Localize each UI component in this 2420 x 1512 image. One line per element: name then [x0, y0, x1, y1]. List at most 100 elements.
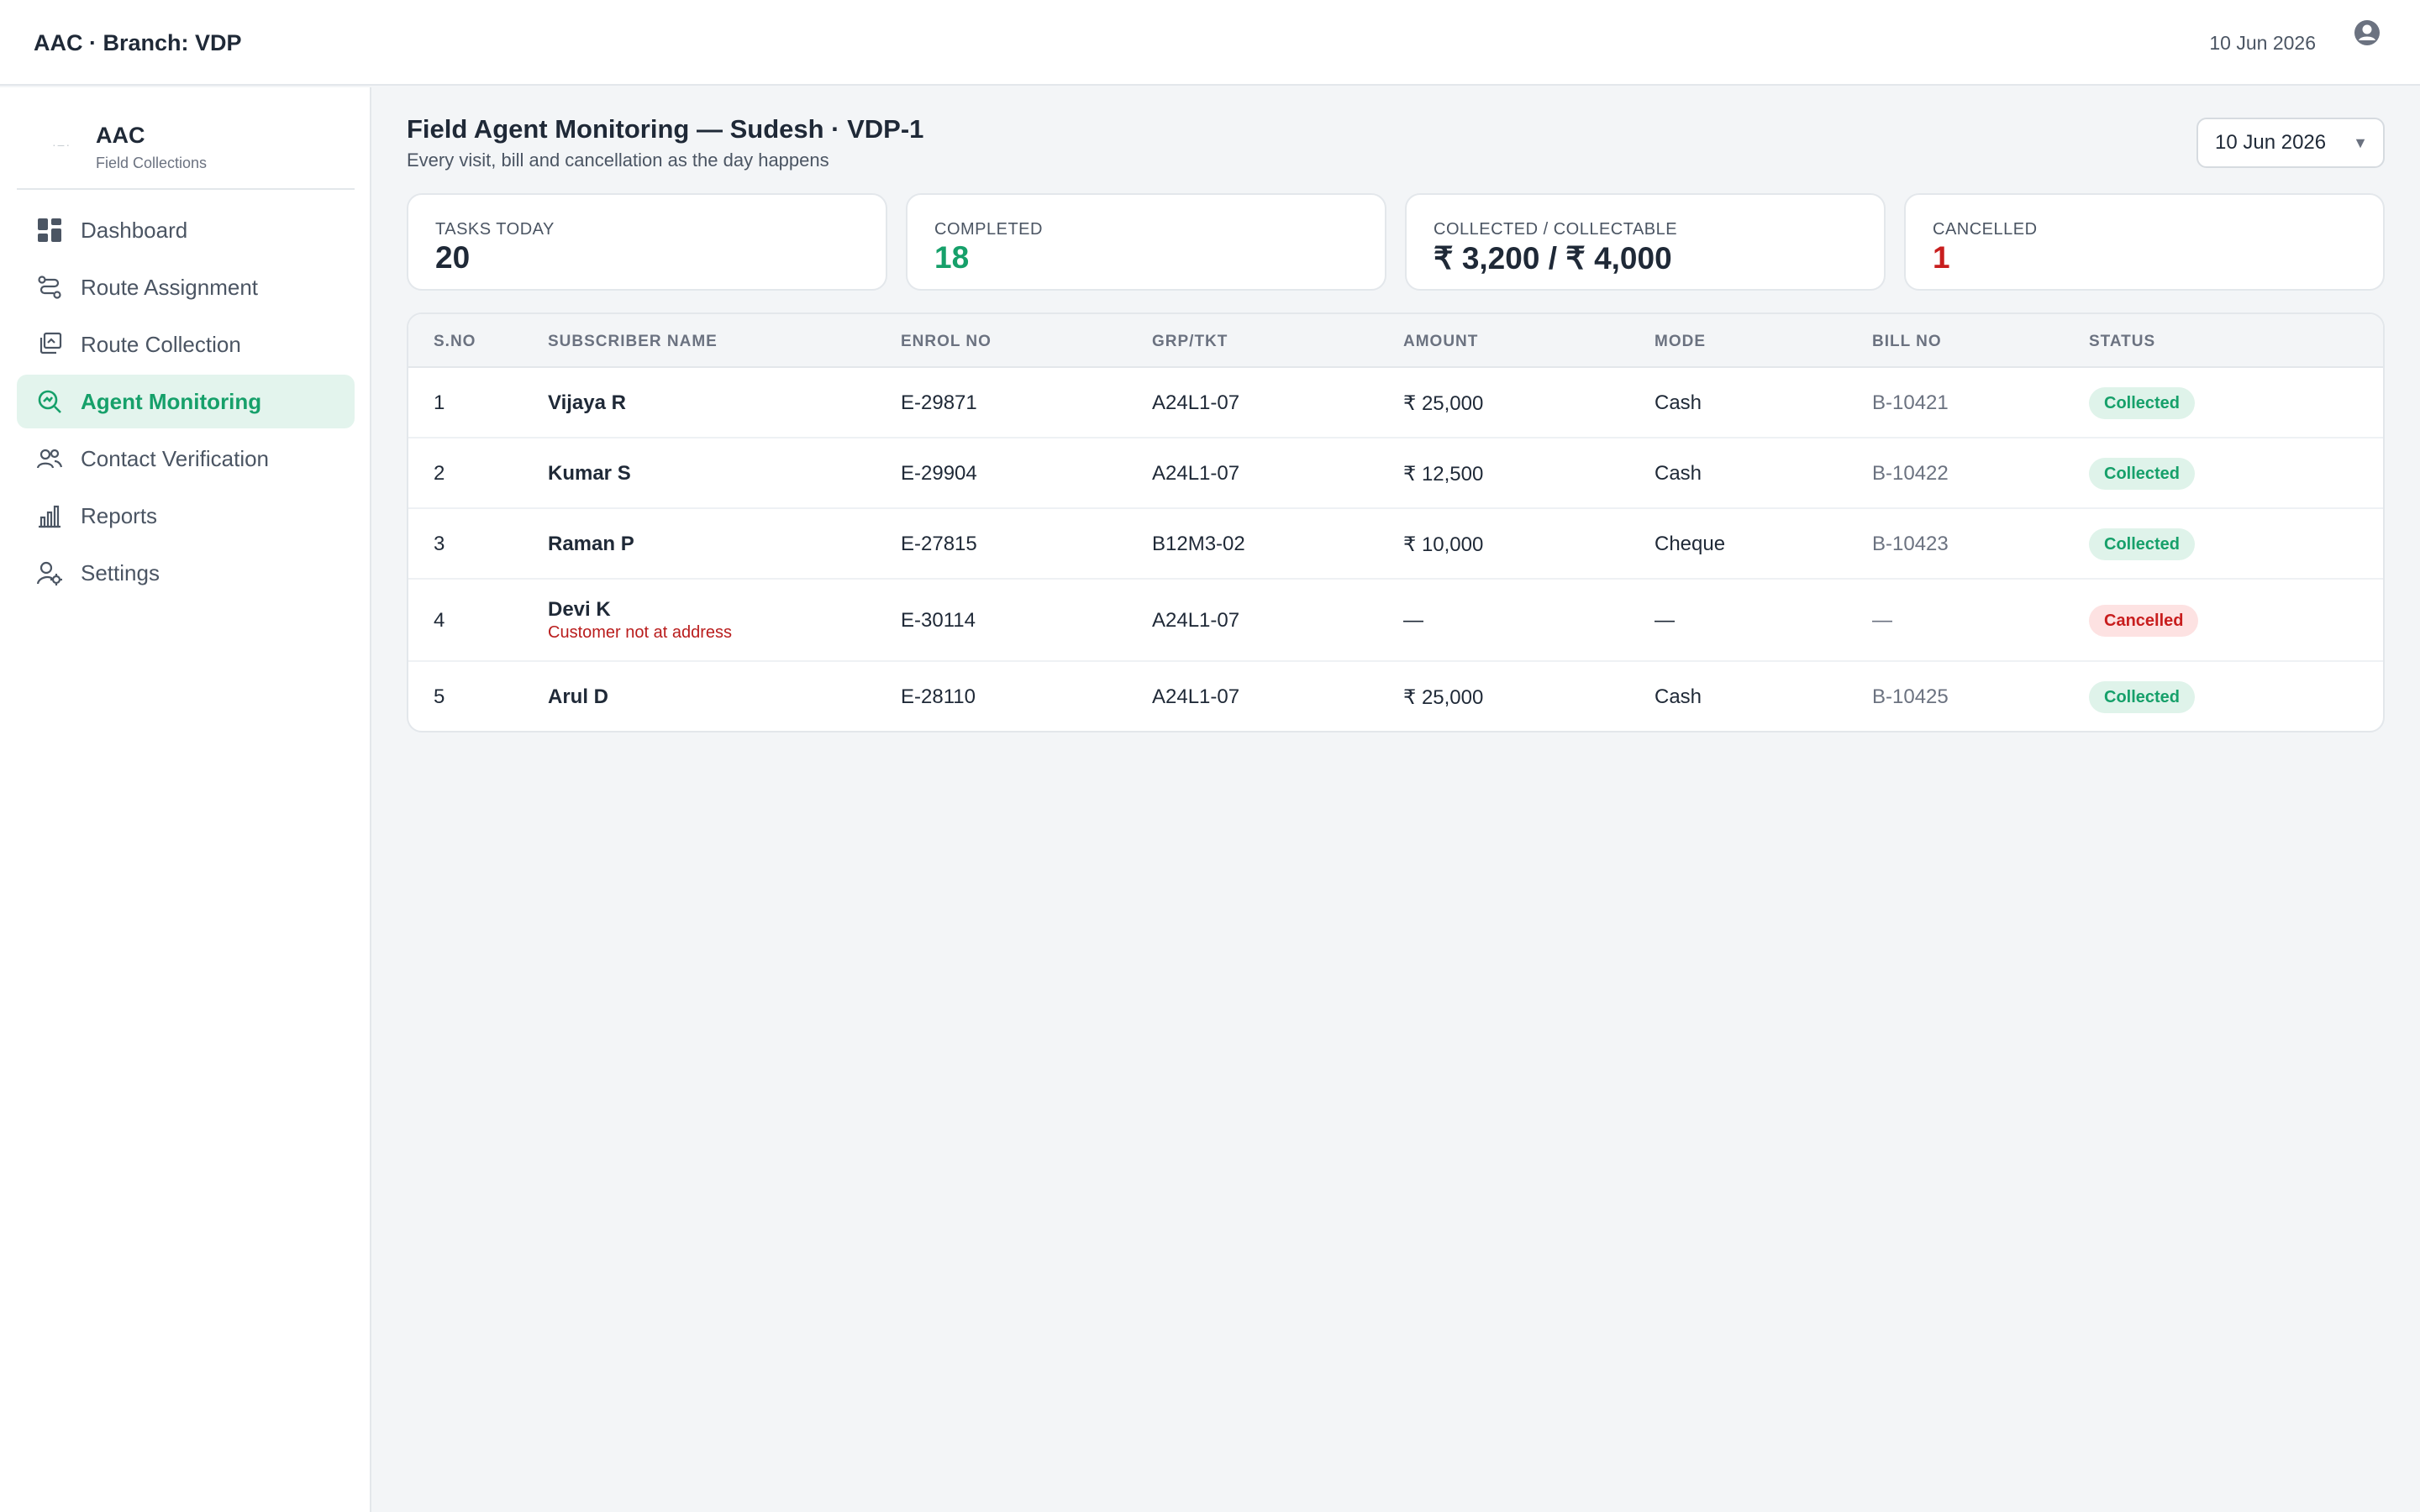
kpi-value: 18 — [934, 240, 970, 275]
grp-tkt: A24L1-07 — [1152, 462, 1240, 485]
payment-mode: — — [1655, 609, 1675, 632]
enrol-no: E-29871 — [901, 391, 977, 414]
kpi-card-completed: COMPLETED 18 — [906, 193, 1386, 291]
column-header: AMOUNT — [1403, 333, 1479, 350]
enrol-no: E-29904 — [901, 462, 977, 485]
logo-subtitle: Field Collections — [96, 155, 208, 171]
bill-no: B-10421 — [1872, 391, 1949, 414]
sidebar-item-route-collection[interactable]: Route Collection — [17, 318, 355, 371]
search-monitor-icon — [35, 387, 64, 416]
sidebar-item-label: Dashboard — [81, 217, 188, 243]
row-sno: 4 — [434, 609, 445, 632]
visits-table: S.NO SUBSCRIBER NAME ENROL NO GRP/TKT AM… — [407, 312, 2385, 732]
subscriber-name: Vijaya R — [548, 391, 626, 414]
grp-tkt: A24L1-07 — [1152, 609, 1240, 632]
table-row[interactable]: 3 Raman P E-27815 B12M3-02 ₹ 10,000 Cheq… — [408, 509, 2383, 580]
sidebar-item-route-assignment[interactable]: Route Assignment — [17, 260, 355, 314]
subscriber-name: Kumar S — [548, 462, 631, 485]
date-filter-value: 10 Jun 2026 — [2215, 131, 2327, 154]
date-filter-select[interactable]: 10 Jun 2026 ▼ — [2196, 118, 2385, 168]
amount: — — [1403, 609, 1423, 632]
sidebar-item-label: Reports — [81, 502, 158, 528]
enrol-no: E-30114 — [901, 609, 976, 632]
kpi-label: COMPLETED — [934, 220, 1043, 239]
sidebar-item-label: Agent Monitoring — [81, 388, 262, 414]
status-badge: Collected — [2089, 681, 2196, 713]
bar-chart-icon — [35, 501, 64, 530]
logo-name: AAC — [96, 123, 145, 148]
grp-tkt: A24L1-07 — [1152, 685, 1240, 708]
amount: ₹ 25,000 — [1403, 392, 1484, 415]
payment-mode: Cash — [1655, 391, 1702, 414]
subscriber-name: Devi K — [548, 598, 611, 621]
sidebar-item-dashboard[interactable]: Dashboard — [17, 203, 355, 257]
dashboard-grid-icon — [35, 216, 64, 244]
user-circle-icon[interactable] — [2353, 18, 2381, 47]
column-header: S.NO — [434, 333, 476, 350]
grp-tkt: B12M3-02 — [1152, 533, 1245, 555]
payment-mode: Cash — [1655, 462, 1702, 485]
column-header: BILL NO — [1872, 333, 1942, 350]
top-bar: AAC · Branch: VDP 10 Jun 2026 — [0, 0, 2420, 86]
row-sno: 5 — [434, 685, 445, 708]
amount: ₹ 10,000 — [1403, 533, 1484, 556]
sidebar-item-reports[interactable]: Reports — [17, 489, 355, 543]
sidebar-logo: ·–· AAC Field Collections — [17, 114, 355, 190]
bill-no: — — [1872, 609, 1892, 632]
sidebar-item-settings[interactable]: Settings — [17, 546, 355, 600]
payment-mode: Cash — [1655, 685, 1702, 708]
sidebar-nav: Dashboard Route Assignment Route Collect… — [17, 203, 355, 603]
table-row[interactable]: 5 Arul D E-28110 A24L1-07 ₹ 25,000 Cash … — [408, 662, 2383, 731]
status-badge: Cancelled — [2089, 605, 2199, 637]
table-header: S.NO SUBSCRIBER NAME ENROL NO GRP/TKT AM… — [408, 314, 2383, 368]
status-badge: Collected — [2089, 528, 2196, 560]
sidebar: ·–· AAC Field Collections Dashboard Rout… — [0, 87, 371, 1512]
kpi-value: ₹ 3,200 / ₹ 4,000 — [1434, 241, 1672, 276]
bill-no: B-10423 — [1872, 533, 1949, 555]
subscriber-name: Arul D — [548, 685, 608, 708]
bill-no: B-10422 — [1872, 462, 1949, 485]
column-header: SUBSCRIBER NAME — [548, 333, 718, 350]
sidebar-item-label: Route Collection — [81, 331, 241, 357]
column-header: MODE — [1655, 333, 1706, 350]
table-row[interactable]: 4 Devi K Customer not at address E-30114… — [408, 580, 2383, 662]
chevron-down-icon: ▼ — [2353, 134, 2368, 151]
amount: ₹ 12,500 — [1403, 463, 1484, 486]
logo-mark-icon: ·–· — [52, 138, 72, 151]
status-badge: Collected — [2089, 458, 2196, 490]
enrol-no: E-28110 — [901, 685, 976, 708]
sidebar-item-label: Contact Verification — [81, 445, 270, 471]
kpi-value: 20 — [435, 240, 471, 275]
kpi-card-collected: COLLECTED / COLLECTABLE ₹ 3,200 / ₹ 4,00… — [1405, 193, 1886, 291]
sidebar-item-contact-verification[interactable]: Contact Verification — [17, 432, 355, 486]
kpi-label: TASKS TODAY — [435, 220, 555, 239]
table-row[interactable]: 1 Vijaya R E-29871 A24L1-07 ₹ 25,000 Cas… — [408, 368, 2383, 438]
sidebar-item-agent-monitoring[interactable]: Agent Monitoring — [17, 375, 355, 428]
subscriber-name: Raman P — [548, 533, 634, 555]
amount: ₹ 25,000 — [1403, 686, 1484, 709]
row-sno: 3 — [434, 533, 445, 555]
main-content: Field Agent Monitoring — Sudesh · VDP-1 … — [371, 87, 2420, 1512]
status-badge: Collected — [2089, 387, 2196, 419]
row-sno: 1 — [434, 391, 445, 414]
column-header: GRP/TKT — [1152, 333, 1228, 350]
table-row[interactable]: 2 Kumar S E-29904 A24L1-07 ₹ 12,500 Cash… — [408, 438, 2383, 509]
sidebar-item-label: Settings — [81, 559, 160, 585]
payment-mode: Cheque — [1655, 533, 1726, 555]
cancellation-reason: Customer not at address — [548, 623, 732, 642]
kpi-label: COLLECTED / COLLECTABLE — [1434, 220, 1678, 239]
kpi-row: TASKS TODAY 20 COMPLETED 18 COLLECTED / … — [407, 193, 2385, 291]
collection-stack-icon — [35, 330, 64, 359]
enrol-no: E-27815 — [901, 533, 977, 555]
kpi-card-cancelled: CANCELLED 1 — [1904, 193, 2385, 291]
branch-title: AAC · Branch: VDP — [34, 30, 242, 55]
bill-no: B-10425 — [1872, 685, 1949, 708]
page-title: Field Agent Monitoring — Sudesh · VDP-1 — [407, 114, 924, 144]
grp-tkt: A24L1-07 — [1152, 391, 1240, 414]
column-header: ENROL NO — [901, 333, 992, 350]
sidebar-item-label: Route Assignment — [81, 274, 259, 300]
kpi-card-tasks-today: TASKS TODAY 20 — [407, 193, 887, 291]
kpi-label: CANCELLED — [1933, 220, 2038, 239]
column-header: STATUS — [2089, 333, 2156, 350]
user-settings-icon — [35, 559, 64, 587]
